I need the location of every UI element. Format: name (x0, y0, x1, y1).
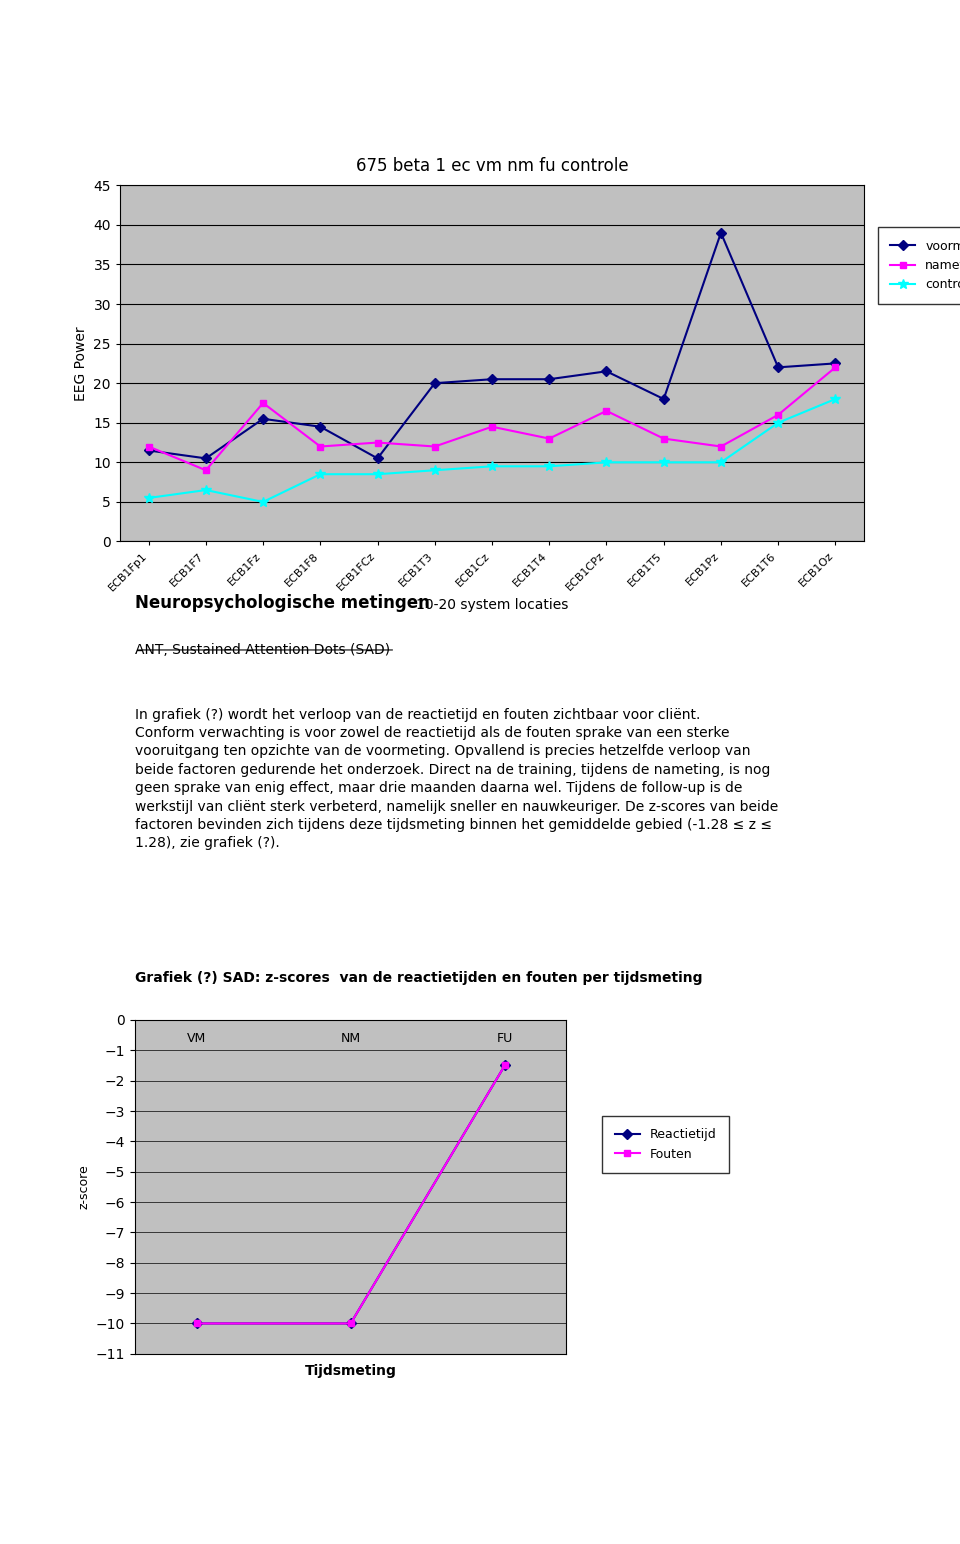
nameting (658, 429, 669, 448)
Text: Grafiek (?) SAD: z-scores  van de reactietijden en fouten per tijdsmeting: Grafiek (?) SAD: z-scores van de reactie… (134, 971, 703, 985)
nameting (315, 437, 326, 455)
controle-groep (773, 414, 784, 432)
Y-axis label: EEG Power: EEG Power (74, 326, 87, 401)
nameting (372, 434, 383, 452)
controle-groep (829, 389, 841, 408)
controle-groep (658, 452, 669, 471)
voormeting (143, 442, 155, 460)
nameting (257, 394, 269, 412)
voormeting (372, 449, 383, 468)
nameting (773, 406, 784, 425)
nameting (543, 429, 555, 448)
controle-groep (486, 457, 497, 476)
controle-groep (200, 480, 211, 499)
Title: 675 beta 1 ec vm nm fu controle: 675 beta 1 ec vm nm fu controle (356, 157, 628, 176)
Text: Neuropsychologische metingen: Neuropsychologische metingen (134, 594, 430, 611)
controle-groep (543, 457, 555, 476)
voormeting (200, 449, 211, 468)
Text: In grafiek (?) wordt het verloop van de reactietijd en fouten zichtbaar voor cli: In grafiek (?) wordt het verloop van de … (134, 707, 779, 851)
nameting (486, 417, 497, 435)
voormeting (486, 371, 497, 389)
voormeting (257, 409, 269, 428)
X-axis label: 10-20 system locaties: 10-20 system locaties (416, 599, 568, 613)
Legend: voormeting, nameting, controle-groep: voormeting, nameting, controle-groep (877, 227, 960, 304)
voormeting (658, 389, 669, 408)
voormeting (315, 417, 326, 435)
controle-groep (372, 465, 383, 483)
controle-groep (601, 452, 612, 471)
controle-groep (715, 452, 727, 471)
voormeting (601, 361, 612, 380)
voormeting (543, 371, 555, 389)
nameting (715, 437, 727, 455)
voormeting (715, 224, 727, 242)
voormeting (773, 358, 784, 377)
voormeting (829, 354, 841, 372)
controle-groep (143, 489, 155, 508)
nameting (601, 401, 612, 420)
nameting (429, 437, 441, 455)
controle-groep (257, 493, 269, 511)
Line: voormeting: voormeting (145, 230, 839, 462)
voormeting (429, 374, 441, 392)
Line: nameting: nameting (145, 364, 839, 474)
Line: controle-groep: controle-groep (144, 394, 840, 506)
nameting (143, 437, 155, 455)
controle-groep (429, 462, 441, 480)
controle-groep (315, 465, 326, 483)
nameting (829, 358, 841, 377)
Text: ANT, Sustained Attention Dots (SAD): ANT, Sustained Attention Dots (SAD) (134, 642, 390, 656)
nameting (200, 462, 211, 480)
